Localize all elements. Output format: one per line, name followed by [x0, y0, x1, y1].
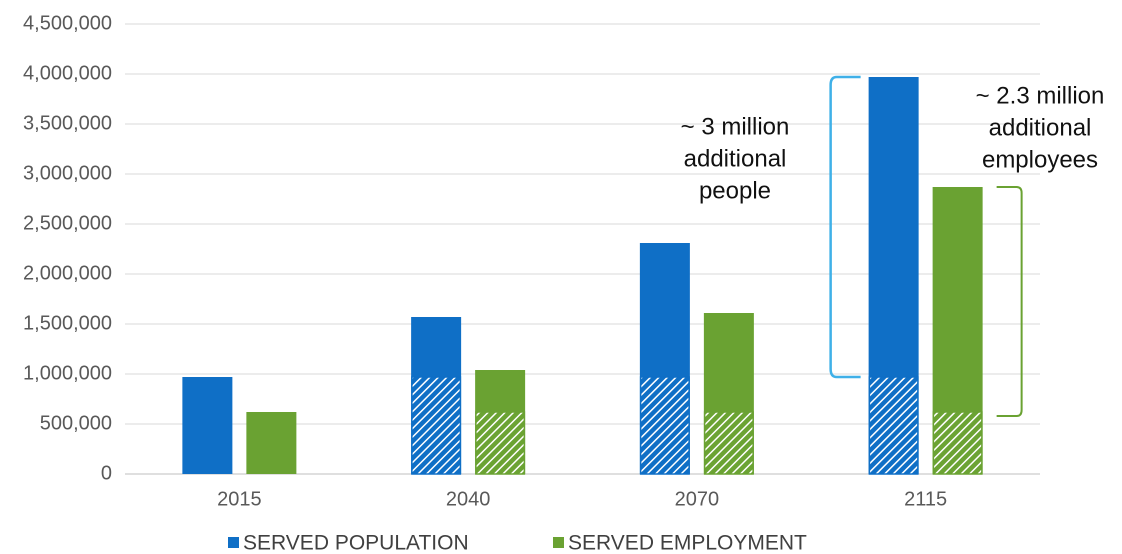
baseline-bar	[411, 376, 462, 475]
y-tick-label: 3,000,000	[23, 162, 112, 184]
legend-swatch	[228, 537, 239, 548]
y-tick-label: 2,000,000	[23, 262, 112, 284]
y-tick-label: 4,000,000	[23, 62, 112, 84]
y-tick-label: 4,500,000	[23, 12, 112, 34]
baseline-bar	[932, 411, 983, 475]
baseline-bar	[475, 411, 526, 475]
annotation: additional	[989, 114, 1092, 141]
legend-label: SERVED EMPLOYMENT	[568, 532, 807, 554]
bracket	[996, 186, 1023, 417]
baseline-bar	[703, 411, 754, 475]
annotation: ~ 2.3 million	[976, 82, 1105, 109]
y-tick-label: 2,500,000	[23, 212, 112, 234]
bar	[182, 377, 233, 474]
y-tick-label: 1,500,000	[23, 312, 112, 334]
bar	[246, 412, 297, 474]
y-tick-label: 1,000,000	[23, 362, 112, 384]
annotation: additional	[684, 145, 787, 172]
y-tick-label: 0	[101, 462, 112, 484]
annotation: ~ 3 million	[681, 113, 790, 140]
legend-label: SERVED POPULATION	[243, 532, 469, 554]
baseline-bar	[868, 376, 919, 475]
x-tick-label: 2015	[217, 488, 262, 510]
x-tick-label: 2040	[446, 488, 491, 510]
annotation: employees	[982, 146, 1098, 173]
legend-swatch	[553, 537, 564, 548]
x-tick-label: 2115	[904, 488, 947, 510]
y-tick-label: 500,000	[40, 412, 112, 434]
bracket	[829, 75, 861, 379]
annotation: people	[699, 177, 771, 204]
y-tick-label: 3,500,000	[23, 112, 112, 134]
x-tick-label: 2070	[675, 488, 720, 510]
baseline-bar	[639, 376, 690, 475]
